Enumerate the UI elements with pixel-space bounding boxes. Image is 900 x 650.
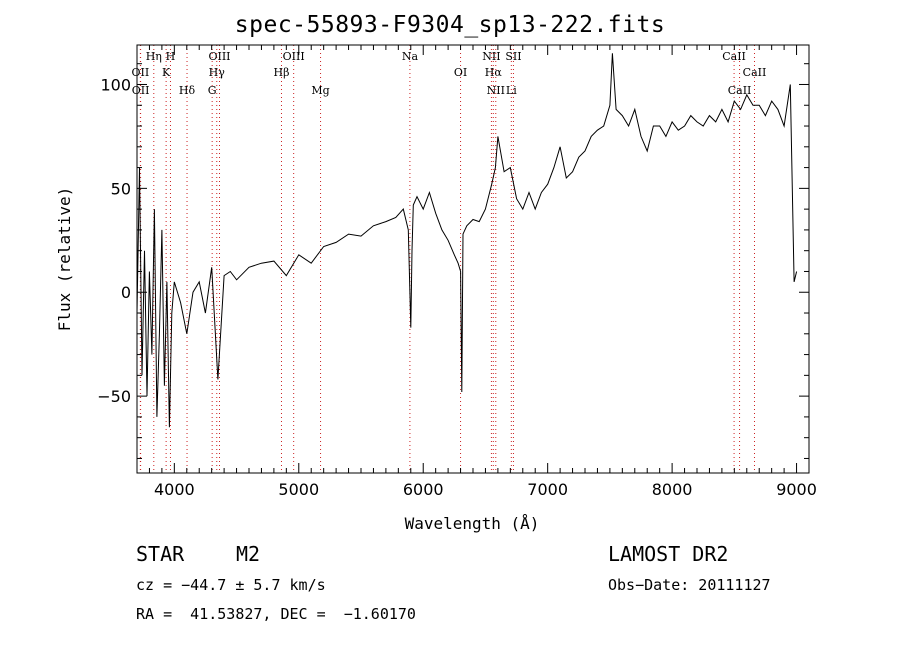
- x-tick-label-6000: 6000: [403, 480, 444, 499]
- y-tick-label--50: −50: [97, 387, 131, 406]
- object-class: STAR: [136, 542, 185, 566]
- line-label-11: Mg: [311, 84, 329, 97]
- plot-frame: [136, 44, 810, 474]
- x-axis: 4000 5000 6000 7000 8000 9000: [136, 45, 817, 499]
- x-tick-label-8000: 8000: [652, 480, 693, 499]
- line-label-21: CaII: [722, 50, 746, 63]
- x-tick-label-5000: 5000: [278, 480, 319, 499]
- y-tick-label-100: 100: [100, 75, 131, 94]
- line-label-7: Hγ: [209, 66, 226, 79]
- line-label-2: OII: [132, 84, 150, 97]
- line-markers-layer: [139, 45, 755, 473]
- x-axis-label: Wavelength (Å): [405, 514, 540, 533]
- line-label-5: Hδ: [179, 84, 196, 97]
- line-label-12: Na: [402, 50, 419, 63]
- line-label-20: CaII: [728, 84, 752, 97]
- observation-date: Obs−Date: 20111127: [608, 576, 771, 594]
- x-tick-label-9000: 9000: [776, 480, 817, 499]
- y-tick-label-0: 0: [121, 283, 131, 302]
- line-label-13: OI: [454, 66, 467, 79]
- line-label-4: K: [162, 66, 171, 79]
- line-label-14: NII: [487, 84, 505, 97]
- line-label-10: Hβ: [274, 66, 290, 79]
- spectrum-line: [136, 53, 798, 428]
- line-label-6: OIII: [208, 50, 230, 63]
- coordinates-readout: RA = 41.53827, DEC = −1.60170: [136, 605, 416, 623]
- line-label-18: SII: [505, 50, 521, 63]
- line-label-1: OII: [132, 66, 150, 79]
- line-label-17: Li: [506, 84, 517, 97]
- x-tick-label-7000: 7000: [527, 480, 568, 499]
- line-label-0: Hη: [146, 50, 162, 63]
- line-label-16: Hα: [485, 66, 503, 79]
- x-tick-label-4000: 4000: [154, 480, 195, 499]
- line-label-15: NII: [482, 50, 500, 63]
- line-label-19: CaII: [743, 66, 767, 79]
- y-axis: −50 0 50 100: [97, 63, 809, 459]
- survey-name: LAMOST DR2: [608, 542, 729, 566]
- chart-title: spec-55893-F9304_sp13-222.fits: [234, 12, 666, 38]
- line-label-3: H: [166, 50, 176, 63]
- line-label-8: G: [208, 84, 217, 97]
- line-label-9: OIII: [283, 50, 305, 63]
- line-labels-layer: Hη OII OII HK Hδ OIII Hγ G OIII Hβ Mg Na OI NII NII HαL…: [132, 50, 767, 97]
- y-axis-label: Flux (relative): [55, 187, 74, 332]
- object-subclass: M2: [236, 542, 261, 566]
- redshift-readout: cz = −44.7 ± 5.7 km/s: [136, 576, 326, 594]
- spectrum-layer: [136, 53, 798, 428]
- y-tick-label-50: 50: [111, 179, 131, 198]
